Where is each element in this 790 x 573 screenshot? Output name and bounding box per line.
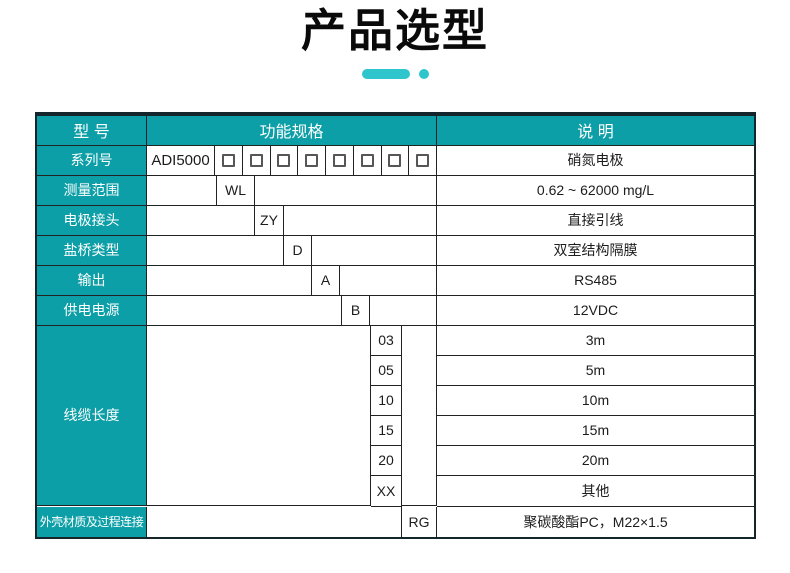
row-label: 测量范围 (37, 175, 147, 206)
desc-cell: 聚碳酸酯PC，M22×1.5 (523, 513, 668, 530)
cable-desc: 20m (437, 446, 754, 476)
spacer-cell (147, 205, 255, 236)
spec-row-output: 输出 A RS485 (37, 265, 754, 296)
cable-length-block: 线缆长度 03 05 10 15 20 XX 3m 5m 10m 15m 20m… (37, 325, 754, 507)
code-cell: RG (402, 506, 437, 537)
accent-bar-icon (361, 68, 410, 79)
cable-desc: 其他 (581, 482, 610, 499)
checkbox-icon (277, 153, 291, 167)
desc-cell: 直接引线 (437, 206, 754, 236)
spacer-cell (340, 265, 437, 296)
table-header-row: 型 号 功能规格 说 明 (37, 115, 754, 146)
spacer-cell (147, 175, 217, 206)
cable-desc: 10m (437, 386, 754, 416)
cable-code: 03 (371, 326, 401, 356)
page-title: 产品选型 (300, 5, 489, 56)
option-cell (243, 145, 271, 175)
checkbox-icon (332, 153, 346, 167)
code-cell: B (342, 295, 370, 326)
cable-code: 15 (371, 416, 401, 446)
spec-row-connector: 电极接头 ZY 直接引线 (37, 205, 754, 236)
code-cell: WL (217, 175, 255, 206)
option-cell (354, 145, 382, 175)
option-cell (271, 145, 299, 175)
product-selection-page: 产品选型 型 号 功能规格 说 明 系列号 ADI5000 硝氮电极 测量范围 … (0, 6, 790, 573)
spacer-cell (284, 205, 437, 236)
code-cell: D (284, 235, 312, 266)
desc-cell: 双室结构隔膜 (437, 236, 754, 266)
spacer-cell (402, 325, 437, 506)
spacer-cell (312, 235, 437, 266)
header-desc: 说 明 (437, 115, 754, 146)
spacer-cell (255, 175, 437, 206)
spacer-cell (147, 265, 312, 296)
row-label: 输出 (37, 265, 147, 296)
option-cell (215, 145, 243, 175)
spacer-cell (370, 295, 437, 326)
cable-desc: 15m (437, 416, 754, 446)
desc-cell: 12VDC (437, 296, 754, 326)
spec-row-range: 测量范围 WL 0.62 ~ 62000 mg/L (37, 175, 754, 206)
spacer-cell (147, 235, 284, 266)
checkbox-icon (360, 153, 374, 167)
cable-desc: 5m (437, 356, 754, 386)
checkbox-icon (221, 153, 235, 167)
series-desc: 硝氮电极 (437, 146, 754, 176)
option-cell (409, 145, 437, 175)
accent-dot-icon (418, 68, 429, 79)
checkbox-icon (249, 153, 263, 167)
cable-code: 10 (371, 386, 401, 416)
cable-code: 05 (371, 356, 401, 386)
spec-row-saltbridge: 盐桥类型 D 双室结构隔膜 (37, 235, 754, 266)
series-label: 系列号 (37, 145, 147, 176)
cable-desc: 3m (437, 326, 754, 356)
option-checkboxes (215, 145, 437, 176)
option-cell (326, 145, 354, 175)
checkbox-icon (388, 153, 402, 167)
header-spec: 功能规格 (147, 115, 437, 146)
row-label: 供电电源 (37, 295, 147, 326)
series-code: ADI5000 (147, 145, 215, 176)
option-cell (382, 145, 410, 175)
spacer-cell (147, 506, 402, 537)
code-cell: ZY (255, 205, 284, 236)
spacer-cell (147, 295, 342, 326)
cable-code: XX (376, 482, 396, 499)
checkbox-icon (305, 153, 319, 167)
cable-desc-column: 3m 5m 10m 15m 20m 其他 (437, 326, 754, 507)
header-model: 型 号 (37, 115, 147, 146)
cable-label: 线缆长度 (37, 325, 147, 506)
spec-row-power: 供电电源 B 12VDC (37, 295, 754, 326)
option-cell (298, 145, 326, 175)
series-row: 系列号 ADI5000 硝氮电极 (37, 145, 754, 176)
title-underline (0, 68, 790, 79)
checkbox-icon (416, 153, 430, 167)
selection-table: 型 号 功能规格 说 明 系列号 ADI5000 硝氮电极 测量范围 WL 0.… (35, 111, 756, 539)
row-label: 盐桥类型 (37, 235, 147, 266)
desc-cell: RS485 (437, 266, 754, 296)
housing-row: 外壳材质及过程连接 RG 聚碳酸酯PC，M22×1.5 (37, 506, 754, 537)
spacer-cell (147, 325, 371, 506)
desc-cell: 0.62 ~ 62000 mg/L (437, 176, 754, 206)
housing-label: 外壳材质及过程连接 (37, 506, 147, 537)
code-cell: A (312, 265, 340, 296)
row-label: 电极接头 (37, 205, 147, 236)
cable-code: 20 (371, 446, 401, 476)
cable-code-column: 03 05 10 15 20 XX (371, 325, 402, 507)
